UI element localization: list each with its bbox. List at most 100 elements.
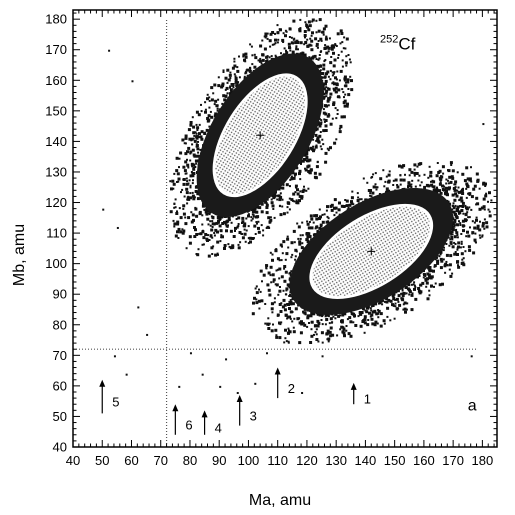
scatter-point — [181, 231, 185, 235]
scatter-point — [379, 177, 383, 181]
scatter-point — [370, 195, 373, 198]
scatter-point — [457, 265, 461, 269]
scatter-point — [440, 192, 443, 195]
scatter-point — [392, 297, 396, 300]
scatter-point — [385, 175, 388, 178]
scatter-point — [436, 162, 439, 164]
scatter-point — [458, 199, 461, 202]
scatter-point — [173, 206, 176, 209]
scatter-point — [291, 253, 294, 256]
scatter-point — [299, 41, 303, 45]
scatter-point — [189, 186, 192, 189]
scatter-point — [468, 206, 471, 209]
scatter-point — [445, 260, 448, 263]
scatter-point — [219, 240, 222, 243]
arrow-head — [236, 395, 243, 403]
scatter-point — [182, 212, 186, 216]
scatter-point — [343, 96, 345, 99]
scatter-point — [320, 319, 323, 321]
scatter-point — [282, 212, 286, 216]
scatter-point — [324, 24, 328, 28]
scatter-point — [488, 210, 491, 213]
scatter-point — [467, 216, 470, 219]
scatter-point — [197, 136, 200, 138]
scatter-point — [258, 288, 260, 291]
scatter-point — [301, 234, 304, 237]
scatter-point — [298, 172, 301, 176]
scatter-point — [285, 287, 289, 291]
scatter-point — [326, 215, 329, 218]
scatter-point — [184, 222, 188, 226]
scatter-point — [213, 83, 217, 87]
scatter-point — [300, 195, 304, 199]
scatter-point — [276, 41, 279, 44]
scatter-point — [433, 189, 436, 192]
scatter-point — [347, 78, 350, 81]
scatter-point — [332, 315, 335, 318]
scatter-point — [310, 39, 314, 43]
scatter-point — [198, 210, 202, 214]
scatter-point — [187, 166, 190, 169]
scatter-point — [460, 209, 464, 212]
scatter-point — [441, 282, 444, 286]
scatter-point — [461, 201, 465, 205]
x-tick-label: 50 — [95, 453, 109, 468]
scatter-point — [313, 171, 317, 175]
scatter-point — [286, 206, 289, 209]
scatter-point — [273, 297, 276, 300]
scatter-point — [372, 173, 375, 176]
scatter-point — [467, 192, 470, 195]
scatter-point — [447, 169, 451, 173]
scatter-point — [371, 310, 375, 314]
scatter-point — [383, 185, 386, 188]
scatter-point — [196, 192, 200, 196]
scatter-point — [191, 143, 194, 146]
scatter-point — [211, 220, 214, 223]
scatter-point — [207, 212, 210, 215]
scatter-point — [324, 59, 327, 61]
scatter-point — [458, 220, 460, 223]
scatter-point — [282, 298, 286, 302]
scatter-point — [244, 240, 247, 243]
scatter-point — [448, 186, 451, 190]
scatter-point — [283, 279, 287, 283]
y-axis-label: Mb, amu — [11, 224, 28, 286]
scatter-point — [234, 75, 237, 78]
scatter-point — [345, 325, 348, 327]
scatter-point — [283, 303, 287, 307]
scatter-point — [476, 178, 480, 182]
scatter-point — [200, 103, 202, 106]
scatter-point — [271, 311, 274, 314]
scatter-point — [316, 64, 320, 68]
scatter-point — [216, 240, 220, 244]
scatter-point — [294, 191, 297, 194]
scatter-point — [184, 142, 187, 145]
y-tick-label: 70 — [53, 348, 67, 363]
scatter-point — [243, 228, 246, 231]
scatter-point — [373, 309, 377, 313]
scatter-point — [187, 197, 191, 201]
scatter-point — [271, 31, 275, 34]
scatter-point — [243, 224, 247, 228]
scatter-point — [253, 53, 256, 56]
scatter-point — [451, 193, 455, 197]
scatter-point — [325, 72, 328, 76]
scatter-point — [329, 326, 333, 330]
scatter-point — [286, 237, 290, 241]
scatter-point — [359, 324, 363, 328]
scatter-point — [316, 319, 320, 323]
scatter-point — [411, 292, 414, 295]
scatter-point — [341, 313, 345, 317]
scatter-point — [182, 165, 186, 169]
scatter-point — [213, 234, 216, 237]
scatter-point — [288, 27, 291, 30]
scatter-point — [333, 141, 337, 145]
scatter-point — [416, 165, 419, 168]
scatter-point — [371, 322, 375, 326]
scatter-point — [299, 52, 303, 56]
scatter-point — [466, 185, 470, 189]
arrow-label: 4 — [215, 421, 222, 436]
scatter-point — [338, 79, 341, 82]
scatter-point — [190, 220, 194, 224]
scatter-point — [454, 183, 457, 186]
